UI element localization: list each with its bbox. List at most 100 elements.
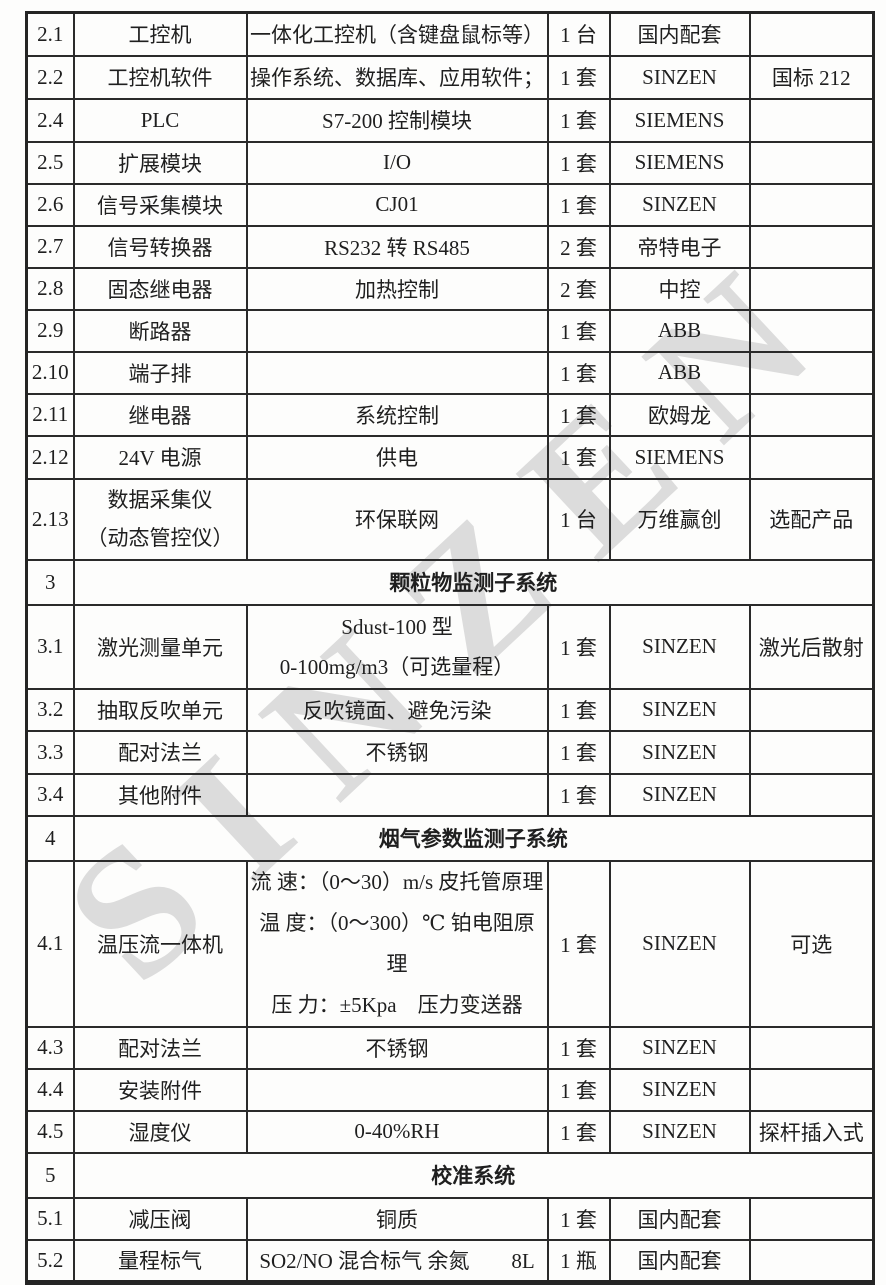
table-row: 2.7 信号转换器 RS232 转 RS485 2 套 帝特电子 [25, 224, 875, 269]
cell-brand: SINZEN [608, 1109, 751, 1154]
cell-name: 湿度仪 [72, 1109, 248, 1154]
cell-brand: 国内配套 [608, 11, 751, 57]
table-row: 2.13 数据采集仪 （动态管控仪） 环保联网 1 台 万维赢创 选配产品 [25, 477, 875, 561]
cell-remark [748, 350, 875, 395]
cell-qty: 1 套 [546, 54, 611, 100]
cell-brand: SINZEN [608, 687, 751, 732]
cell-name: 减压阀 [72, 1196, 248, 1241]
table-row: 2.5 扩展模块 I/O 1 套 SIEMENS [25, 140, 875, 185]
table-row: 3.4 其他附件 1 套 SINZEN [25, 772, 875, 817]
cell-no: 2.4 [25, 97, 75, 143]
cell-qty: 1 套 [546, 772, 611, 817]
cell-no: 3 [25, 558, 75, 606]
cell-desc: RS232 转 RS485 [245, 224, 549, 269]
cell-name: 抽取反吹单元 [72, 687, 248, 732]
cell-brand: SINZEN [608, 603, 751, 690]
cell-qty: 1 套 [546, 687, 611, 732]
cell-name: 安装附件 [72, 1067, 248, 1112]
cell-name: 工控机 [72, 11, 248, 57]
cell-desc: 不锈钢 [245, 1025, 549, 1070]
cell-qty: 1 套 [546, 97, 611, 143]
cell-qty: 1 套 [546, 392, 611, 437]
cell-name: 端子排 [72, 350, 248, 395]
section-title: 校准系统 [72, 1151, 875, 1199]
cell-name: 24V 电源 [72, 434, 248, 480]
cell-qty: 1 台 [546, 477, 611, 561]
cell-name: 固态继电器 [72, 266, 248, 311]
section-title: 颗粒物监测子系统 [72, 558, 875, 606]
cell-remark [748, 1067, 875, 1112]
cell-no: 4.5 [25, 1109, 75, 1154]
cell-no: 4.1 [25, 859, 75, 1028]
cell-qty: 1 套 [546, 859, 611, 1028]
cell-name: 工控机软件 [72, 54, 248, 100]
cell-name: 其他附件 [72, 772, 248, 817]
cell-brand: 国内配套 [608, 1196, 751, 1241]
cell-brand: SINZEN [608, 54, 751, 100]
cell-qty: 1 台 [546, 11, 611, 57]
section-title: 烟气参数监测子系统 [72, 814, 875, 862]
table-row: 2.9 断路器 1 套 ABB [25, 308, 875, 353]
cell-desc: 一体化工控机（含键盘鼠标等） [245, 11, 549, 57]
cell-qty: 1 套 [546, 1196, 611, 1241]
cell-remark [748, 434, 875, 480]
cell-qty: 1 套 [546, 1025, 611, 1070]
cell-name: 配对法兰 [72, 729, 248, 775]
cell-desc [245, 1067, 549, 1112]
cell-remark: 国标 212 [748, 54, 875, 100]
table-row: 3.3 配对法兰 不锈钢 1 套 SINZEN [25, 729, 875, 775]
table-row: 4.5 湿度仪 0-40%RH 1 套 SINZEN 探杆插入式 [25, 1109, 875, 1154]
cell-qty: 2 套 [546, 266, 611, 311]
cell-no: 4.3 [25, 1025, 75, 1070]
cell-name: 继电器 [72, 392, 248, 437]
table-row: 5.2 量程标气 SO2/NO 混合标气 余氮 8L 1 瓶 国内配套 [25, 1238, 875, 1284]
cell-no: 2.6 [25, 182, 75, 227]
cell-name: 断路器 [72, 308, 248, 353]
table-row: 2.4 PLC S7-200 控制模块 1 套 SIEMENS [25, 97, 875, 143]
cell-remark [748, 772, 875, 817]
cell-qty: 1 套 [546, 140, 611, 185]
cell-remark: 可选 [748, 859, 875, 1028]
cell-desc: CJ01 [245, 182, 549, 227]
section-row: 4 烟气参数监测子系统 [25, 814, 875, 862]
equipment-table: 2.1 工控机 一体化工控机（含键盘鼠标等） 1 台 国内配套 2.2 工控机软… [25, 11, 875, 1285]
cell-desc: 流 速：（0～30）m/s 皮托管原理 温 度：（0～300）℃ 铂电阻原理 压… [245, 859, 549, 1028]
cell-no: 2.11 [25, 392, 75, 437]
cell-remark [748, 687, 875, 732]
cell-remark: 选配产品 [748, 477, 875, 561]
cell-name: 激光测量单元 [72, 603, 248, 690]
cell-desc: 铜质 [245, 1196, 549, 1241]
cell-brand: SINZEN [608, 1025, 751, 1070]
table-row: 4.4 安装附件 1 套 SINZEN [25, 1067, 875, 1112]
cell-desc: 反吹镜面、避免污染 [245, 687, 549, 732]
cell-remark [748, 140, 875, 185]
cell-remark [748, 266, 875, 311]
cell-brand: SINZEN [608, 182, 751, 227]
cell-brand: 中控 [608, 266, 751, 311]
table-row: 2.2 工控机软件 操作系统、数据库、应用软件； 1 套 SINZEN 国标 2… [25, 54, 875, 100]
table-row: 2.1 工控机 一体化工控机（含键盘鼠标等） 1 台 国内配套 [25, 11, 875, 57]
cell-name: 温压流一体机 [72, 859, 248, 1028]
document-page: SINZEN 2.1 工控机 一体化工控机（含键盘鼠标等） 1 台 国内配套 2… [25, 11, 882, 1285]
table-row: 3.1 激光测量单元 Sdust-100 型 0-100mg/m3（可选量程） … [25, 603, 875, 690]
cell-remark [748, 1196, 875, 1241]
cell-desc [245, 350, 549, 395]
cell-no: 5.2 [25, 1238, 75, 1284]
section-row: 5 校准系统 [25, 1151, 875, 1199]
cell-remark [748, 11, 875, 57]
cell-brand: 国内配套 [608, 1238, 751, 1284]
cell-brand: 万维赢创 [608, 477, 751, 561]
cell-desc: Sdust-100 型 0-100mg/m3（可选量程） [245, 603, 549, 690]
cell-desc: 加热控制 [245, 266, 549, 311]
cell-remark [748, 97, 875, 143]
cell-qty: 1 套 [546, 434, 611, 480]
cell-no: 5 [25, 1151, 75, 1199]
cell-no: 4 [25, 814, 75, 862]
table-row: 2.6 信号采集模块 CJ01 1 套 SINZEN [25, 182, 875, 227]
cell-no: 3.4 [25, 772, 75, 817]
cell-remark: 激光后散射 [748, 603, 875, 690]
cell-no: 3.1 [25, 603, 75, 690]
cell-qty: 1 套 [546, 603, 611, 690]
cell-name: 信号采集模块 [72, 182, 248, 227]
cell-brand: SINZEN [608, 859, 751, 1028]
